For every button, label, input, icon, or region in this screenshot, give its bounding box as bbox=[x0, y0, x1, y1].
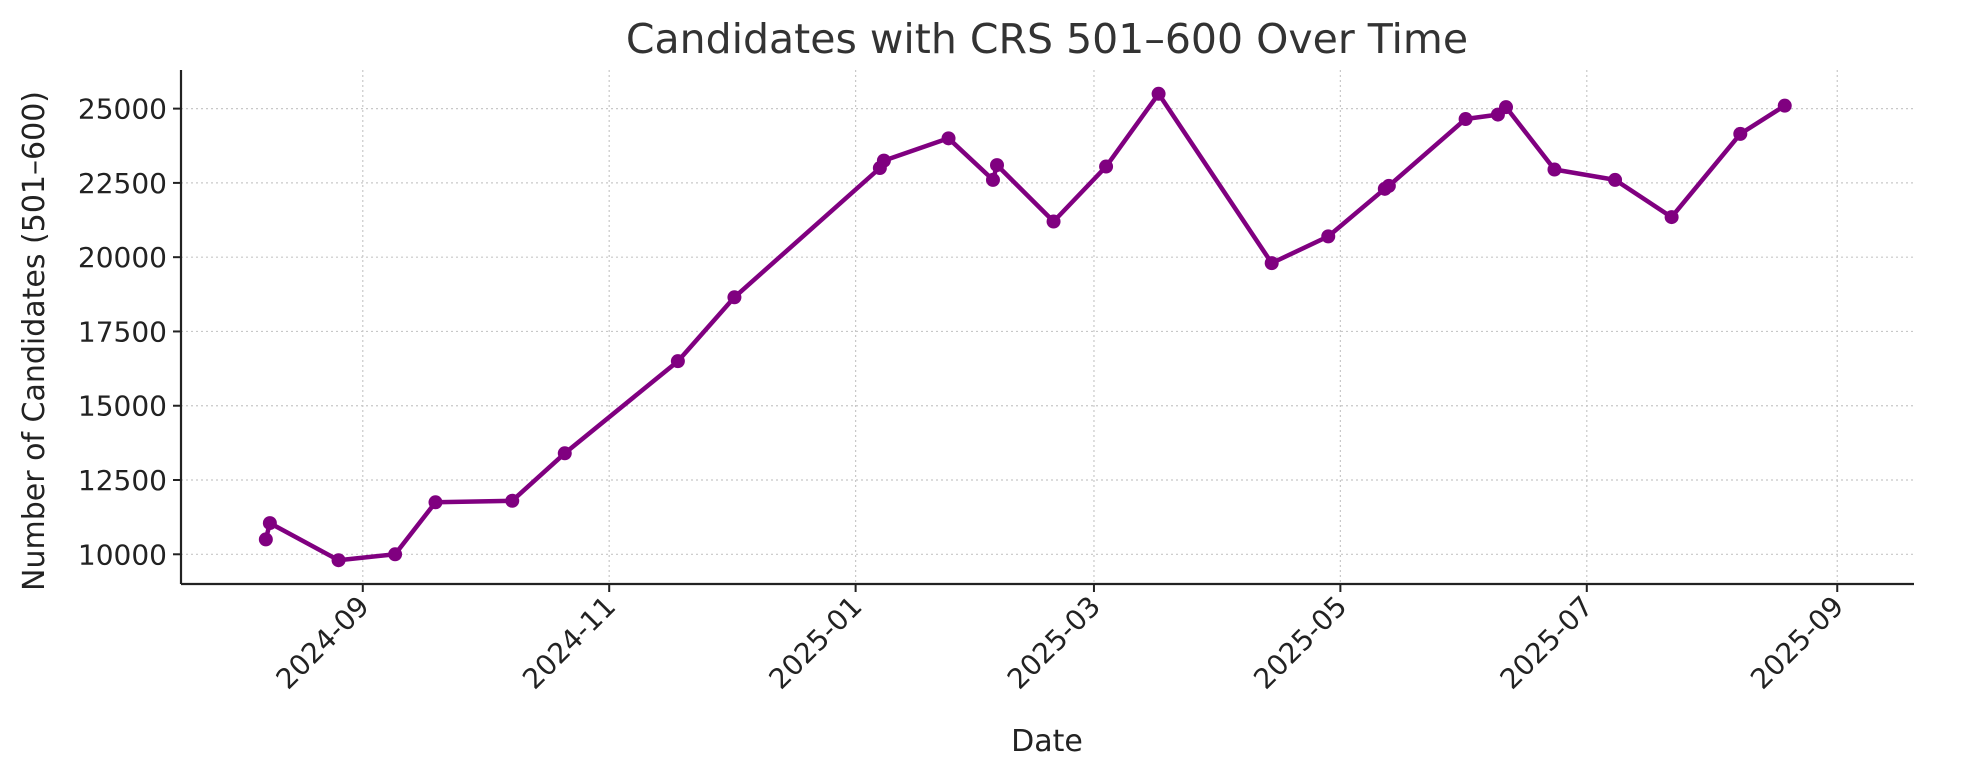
data-point bbox=[727, 290, 742, 305]
data-point bbox=[428, 495, 443, 510]
x-tick-label: 2025-01 bbox=[763, 590, 869, 696]
y-tick-label: 22500 bbox=[78, 167, 167, 200]
data-point bbox=[1458, 112, 1473, 127]
y-tick-label: 17500 bbox=[78, 315, 167, 348]
data-point bbox=[262, 516, 277, 531]
data-point bbox=[1264, 256, 1279, 271]
x-tick-label: 2025-09 bbox=[1744, 590, 1850, 696]
x-tick-label: 2025-05 bbox=[1247, 590, 1353, 696]
data-point bbox=[990, 158, 1005, 173]
x-tick-label: 2025-07 bbox=[1494, 590, 1600, 696]
data-point bbox=[1151, 86, 1166, 101]
data-point bbox=[1046, 214, 1061, 229]
y-tick-label: 12500 bbox=[78, 464, 167, 497]
data-point bbox=[1381, 178, 1396, 193]
x-tick-label: 2024-09 bbox=[270, 590, 376, 696]
axes bbox=[179, 70, 1914, 586]
data-point bbox=[941, 131, 956, 146]
ticks: 10000 12500 15000 17500 20000 22500 25000 2024-… bbox=[78, 93, 1850, 696]
data-point bbox=[1547, 162, 1562, 177]
data-point bbox=[1733, 126, 1748, 141]
y-tick-label: 25000 bbox=[78, 93, 167, 126]
data-point bbox=[1664, 210, 1679, 225]
chart-title: Candidates with CRS 501–600 Over Time bbox=[626, 15, 1468, 63]
x-axis-label: Date bbox=[1011, 724, 1083, 759]
data-point bbox=[1099, 159, 1114, 174]
data-point bbox=[388, 547, 403, 562]
x-tick-label: 2024-11 bbox=[516, 590, 622, 696]
data-point bbox=[258, 532, 273, 547]
grid bbox=[181, 70, 1914, 584]
data-point bbox=[670, 354, 685, 369]
y-axis-label: Number of Candidates (501–600) bbox=[17, 91, 52, 591]
x-tick-label: 2025-03 bbox=[1001, 590, 1107, 696]
data-point bbox=[1498, 100, 1513, 115]
y-tick-label: 20000 bbox=[78, 241, 167, 274]
data-point bbox=[1777, 98, 1792, 113]
data-point bbox=[1608, 172, 1623, 187]
data-point bbox=[876, 153, 891, 168]
data-point bbox=[557, 446, 572, 461]
data-point bbox=[1321, 229, 1336, 244]
y-tick-label: 10000 bbox=[78, 538, 167, 571]
y-tick-label: 15000 bbox=[78, 390, 167, 423]
series bbox=[258, 86, 1792, 568]
data-point bbox=[331, 553, 346, 568]
data-point bbox=[985, 172, 1000, 187]
data-point bbox=[505, 493, 520, 508]
